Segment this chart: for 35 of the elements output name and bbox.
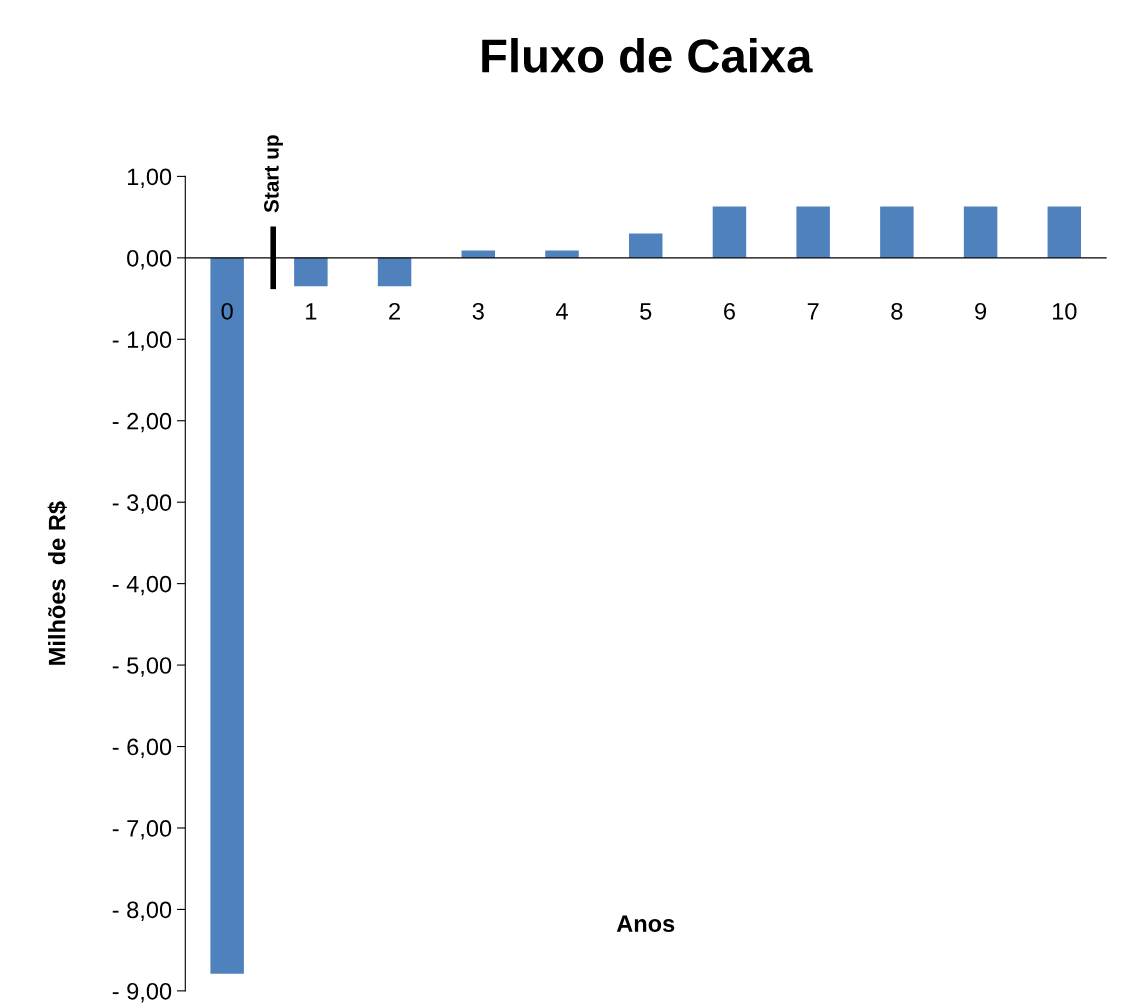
y-tick-label: 0,00 (127, 249, 172, 270)
y-tick-label: - 3,00 (112, 494, 172, 514)
x-tick-label: 4 (555, 303, 568, 320)
bar (377, 257, 412, 287)
x-tick-label: 1 (306, 303, 317, 320)
x-tick-label: 8 (891, 302, 903, 320)
x-tick-label: 0 (221, 302, 233, 320)
x-tick-label: 5 (640, 303, 652, 320)
x-tick-label: 2 (389, 302, 400, 320)
y-tick-label: - 9,00 (112, 982, 172, 1003)
bar (963, 206, 998, 258)
y-tick-label: 1,00 (127, 168, 172, 188)
x-tick-label: 6 (724, 302, 735, 320)
x-tick-label: 7 (807, 303, 819, 320)
y-axis-title: Milhões de R$ (47, 501, 67, 665)
bar (880, 206, 914, 258)
y-tick-label: - 5,00 (112, 657, 172, 677)
chart-title: Fluxo de Caixa (482, 38, 813, 73)
bar (1047, 206, 1082, 258)
y-tick-label: - 4,00 (112, 575, 172, 596)
annotation: Start up (264, 135, 283, 213)
bar (712, 206, 747, 258)
x-tick-label: 3 (472, 302, 484, 320)
bar (796, 206, 830, 258)
x-tick-label: 10 (1052, 302, 1077, 320)
y-tick-label: - 2,00 (112, 412, 172, 433)
y-tick-label: - 1,00 (112, 331, 172, 351)
x-axis-title: Anos (616, 915, 675, 933)
bar (628, 233, 663, 258)
bar (294, 257, 328, 287)
y-tick-label: - 8,00 (112, 901, 172, 921)
bar (210, 257, 244, 974)
y-tick-label: - 7,00 (112, 820, 172, 840)
y-tick-label: - 6,00 (112, 738, 172, 759)
x-tick-label: 9 (975, 302, 987, 320)
